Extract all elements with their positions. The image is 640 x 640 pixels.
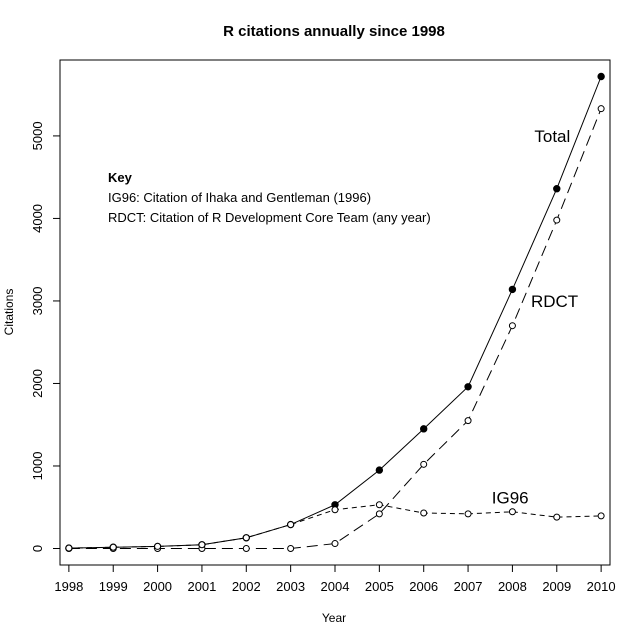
- point-ig96: [109, 543, 117, 551]
- y-tick-label: 5000: [30, 121, 45, 150]
- point-total: [553, 185, 561, 193]
- key-line-rdct: RDCT: Citation of R Development Core Tea…: [108, 210, 431, 225]
- series-layer: [65, 72, 605, 552]
- x-tick-label: 2000: [143, 579, 172, 594]
- point-total: [420, 425, 428, 433]
- point-rdct: [420, 460, 428, 468]
- point-ig96: [198, 541, 206, 549]
- point-total: [464, 383, 472, 391]
- point-rdct: [553, 216, 561, 224]
- point-total: [508, 285, 517, 294]
- series-ig96: [65, 501, 605, 552]
- point-ig96: [508, 508, 516, 516]
- x-tick-label: 2010: [587, 579, 616, 594]
- x-tick-label: 2001: [187, 579, 216, 594]
- x-tick-label: 2008: [498, 579, 527, 594]
- point-rdct: [597, 105, 605, 113]
- point-rdct: [375, 510, 383, 518]
- x-axis: 1998 1999 2000 2001 2002 2003 2004 2005 2006 2007…: [54, 565, 616, 594]
- y-tick-label: 3000: [30, 286, 45, 315]
- point-rdct: [331, 540, 339, 548]
- chart-title: R citations annually since 1998: [223, 23, 445, 40]
- series-rdct: [65, 105, 605, 552]
- x-tick-label: 1998: [54, 579, 83, 594]
- point-ig96: [420, 509, 428, 517]
- y-axis: 0 1000 2000 3000 4000 5000: [30, 121, 60, 552]
- point-total: [375, 466, 384, 474]
- point-ig96: [553, 513, 561, 521]
- point-rdct: [464, 417, 472, 425]
- key-legend: Key IG96: Citation of Ihaka and Gentlema…: [108, 170, 431, 225]
- point-ig96: [331, 506, 339, 514]
- point-ig96: [375, 501, 383, 509]
- x-axis-label: Year: [322, 611, 346, 625]
- y-tick-label: 2000: [30, 369, 45, 398]
- point-rdct: [242, 544, 250, 552]
- point-total: [597, 72, 605, 81]
- point-ig96: [287, 521, 295, 529]
- series-label-layer: Total RDCT IG96: [492, 127, 578, 507]
- series-label-ig96: IG96: [492, 488, 529, 507]
- series-line-total: [68, 76, 602, 549]
- point-ig96: [597, 512, 605, 520]
- y-tick-label: 1000: [30, 452, 45, 481]
- y-tick-label: 0: [30, 545, 45, 552]
- x-tick-label: 1999: [99, 579, 128, 594]
- point-rdct: [508, 322, 516, 330]
- x-tick-label: 2003: [276, 579, 305, 594]
- point-ig96: [464, 510, 472, 518]
- point-ig96: [242, 534, 250, 542]
- series-label-rdct: RDCT: [531, 292, 578, 311]
- series-total: [65, 72, 605, 552]
- series-label-total: Total: [534, 127, 570, 146]
- x-tick-label: 2005: [365, 579, 394, 594]
- point-ig96: [65, 544, 73, 552]
- x-tick-label: 2009: [542, 579, 571, 594]
- key-line-ig96: IG96: Citation of Ihaka and Gentleman (1…: [108, 190, 371, 205]
- x-tick-label: 2006: [409, 579, 438, 594]
- y-axis-label: Citations: [2, 289, 16, 336]
- series-line-rdct: [68, 108, 602, 549]
- y-tick-label: 4000: [30, 204, 45, 233]
- point-rdct: [287, 544, 295, 552]
- key-title: Key: [108, 170, 133, 185]
- x-tick-label: 2007: [454, 579, 483, 594]
- x-tick-label: 2002: [232, 579, 261, 594]
- x-tick-label: 2004: [321, 579, 350, 594]
- point-ig96: [154, 542, 162, 550]
